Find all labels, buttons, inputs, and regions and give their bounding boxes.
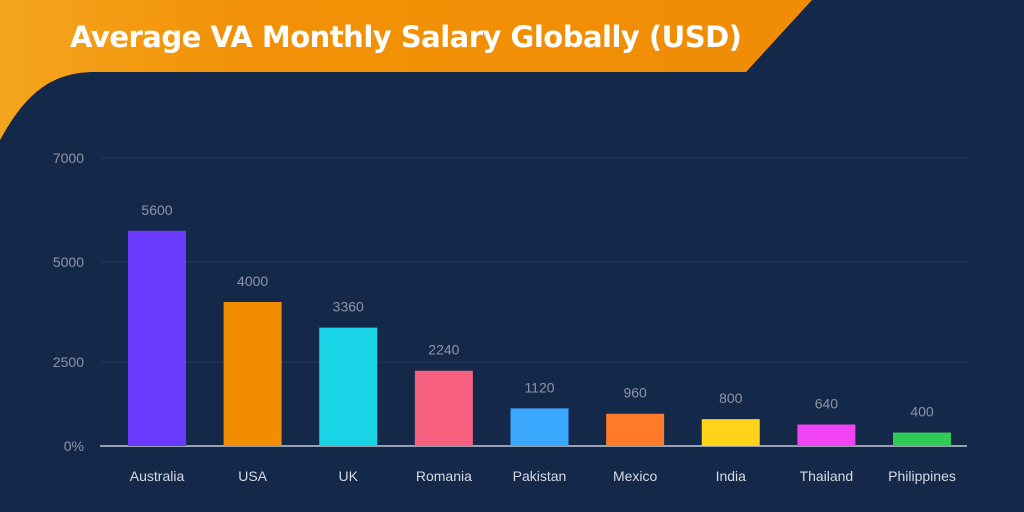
x-tick-label: Philippines	[888, 468, 956, 484]
data-label: 400	[910, 404, 934, 420]
data-label: 1120	[524, 379, 554, 395]
bar-romania	[414, 370, 473, 446]
x-tick-label: Thailand	[800, 468, 854, 484]
title-banner	[0, 0, 812, 140]
data-label: 960	[623, 385, 647, 401]
x-tick-label: Mexico	[613, 468, 658, 484]
bar-usa	[223, 302, 282, 446]
bar-mexico	[606, 413, 665, 446]
data-label: 3360	[333, 299, 364, 315]
bar-australia	[128, 230, 186, 446]
data-label: 5600	[141, 202, 172, 218]
data-label: 640	[815, 395, 839, 411]
chart-title: Average VA Monthly Salary Globally (USD)	[70, 20, 742, 54]
y-tick-label: 2500	[53, 354, 84, 370]
bar-thailand	[797, 424, 856, 446]
y-tick-label: 7000	[53, 150, 84, 166]
data-label: 4000	[237, 273, 268, 289]
bar-philippines	[893, 432, 951, 446]
data-label: 800	[719, 390, 743, 406]
x-tick-label: Romania	[416, 468, 472, 484]
x-tick-label: UK	[339, 468, 359, 484]
x-tick-label: USA	[238, 468, 267, 484]
x-tick-label: Pakistan	[513, 468, 567, 484]
bar-uk	[319, 327, 378, 446]
bar-india	[701, 419, 760, 446]
bar-pakistan	[510, 408, 569, 446]
y-tick-label: 5000	[53, 254, 84, 270]
x-tick-label: Australia	[130, 468, 185, 484]
data-label: 2240	[428, 342, 459, 358]
x-tick-label: India	[716, 468, 747, 484]
y-tick-label: 0%	[64, 438, 84, 454]
